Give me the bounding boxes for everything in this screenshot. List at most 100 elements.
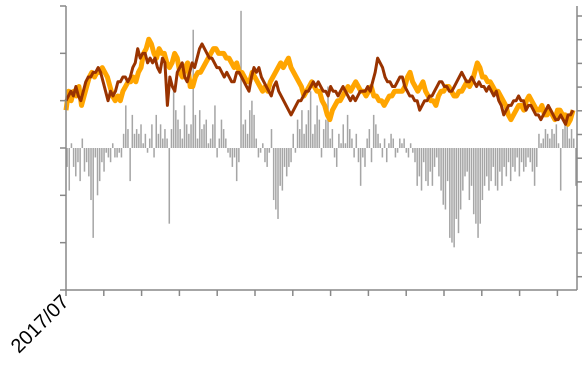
bar	[420, 148, 423, 191]
bar	[194, 114, 197, 148]
bar	[266, 148, 268, 167]
bar	[505, 148, 508, 177]
bar-series	[66, 10, 577, 248]
bar	[298, 129, 301, 148]
bar	[183, 105, 186, 148]
bar	[401, 143, 403, 148]
bar	[399, 138, 401, 148]
axes	[60, 5, 582, 296]
bar	[131, 114, 134, 148]
bar	[209, 138, 212, 148]
bar	[422, 148, 425, 163]
bar	[168, 148, 171, 224]
bar	[533, 148, 536, 186]
bar	[553, 133, 555, 148]
bar	[555, 124, 558, 148]
bar	[177, 119, 179, 148]
bar	[227, 148, 229, 153]
bar	[309, 91, 312, 148]
bar	[111, 143, 114, 148]
bar	[335, 148, 338, 167]
bar	[318, 119, 321, 148]
bar	[83, 148, 86, 172]
bar	[198, 110, 201, 148]
x-tick-label: 2017/07	[7, 291, 74, 358]
bar	[520, 148, 523, 163]
bar	[492, 148, 495, 167]
bar	[372, 114, 375, 148]
bar	[425, 148, 427, 182]
bar	[385, 148, 388, 163]
bar	[549, 138, 551, 148]
bar	[205, 119, 208, 148]
bar	[253, 114, 255, 148]
bar	[277, 148, 279, 219]
bar	[375, 124, 377, 148]
bar	[475, 148, 477, 224]
bar	[525, 148, 527, 167]
bar	[79, 148, 81, 182]
bar	[496, 148, 499, 191]
bar	[468, 148, 471, 201]
bar	[433, 148, 436, 167]
bar	[366, 138, 368, 148]
bar	[296, 119, 299, 148]
bar	[216, 148, 218, 158]
bar	[349, 129, 351, 148]
bar	[214, 105, 216, 148]
bar	[212, 124, 214, 148]
bar	[268, 148, 271, 153]
bar	[251, 100, 253, 148]
bar	[138, 133, 140, 148]
bar	[222, 129, 225, 148]
bar	[157, 133, 160, 148]
bar	[379, 143, 381, 148]
bar	[242, 124, 244, 148]
bar	[290, 148, 292, 163]
bar	[416, 148, 418, 186]
bar	[77, 148, 79, 163]
bar	[544, 129, 547, 148]
bar	[283, 148, 286, 167]
bar	[81, 138, 84, 148]
bar	[248, 110, 251, 148]
bar	[181, 138, 184, 148]
bar	[394, 148, 397, 158]
bar	[142, 143, 144, 148]
bar	[488, 148, 490, 191]
bar	[536, 148, 538, 167]
bar	[275, 148, 277, 210]
bar	[499, 148, 501, 172]
bar	[431, 148, 434, 186]
bar	[381, 148, 384, 158]
bar	[70, 143, 73, 148]
bar	[90, 148, 92, 201]
bar	[362, 148, 364, 158]
bar	[481, 148, 484, 201]
bar	[446, 148, 449, 182]
bar	[107, 148, 110, 158]
bar	[166, 138, 168, 148]
bar	[477, 148, 479, 238]
bar	[133, 133, 136, 148]
bar	[103, 148, 105, 172]
bar	[301, 110, 303, 148]
bar	[270, 129, 273, 148]
bar	[414, 148, 416, 163]
bar	[146, 148, 149, 153]
bar	[72, 148, 75, 167]
bar	[285, 148, 288, 177]
bar	[459, 148, 462, 210]
bar	[264, 148, 266, 163]
bar	[292, 133, 294, 148]
bar	[462, 148, 464, 191]
bar	[196, 138, 199, 148]
bar	[529, 148, 532, 163]
bar	[94, 148, 97, 158]
bar	[144, 133, 147, 148]
left-axis-ticks	[60, 5, 66, 291]
bar	[516, 148, 518, 158]
bar	[390, 133, 392, 148]
bar	[564, 119, 566, 148]
bar	[342, 124, 344, 148]
